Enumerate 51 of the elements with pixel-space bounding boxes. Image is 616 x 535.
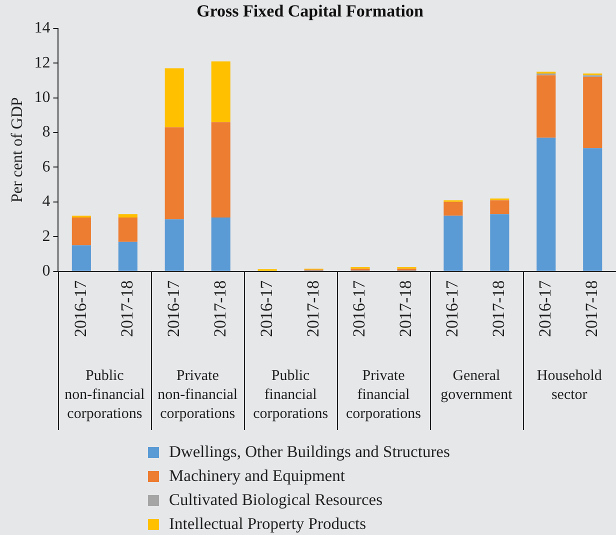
text: Private financial corporations xyxy=(346,368,422,422)
text: Private non-financial corporations xyxy=(158,368,238,422)
text: General government xyxy=(440,368,514,403)
y-tick-label: 2 xyxy=(42,228,50,245)
x-tick-label: 2017-18 xyxy=(489,280,508,338)
bar xyxy=(118,214,138,218)
y-tick-label: 10 xyxy=(34,89,50,106)
x-tick-label: 2017-18 xyxy=(210,280,230,338)
y-tick-label: 0 xyxy=(42,262,50,280)
bar xyxy=(444,202,463,216)
bar xyxy=(164,68,184,128)
bar xyxy=(118,218,138,242)
bar xyxy=(583,76,602,148)
bar xyxy=(164,219,184,271)
bar xyxy=(211,61,230,122)
bar xyxy=(211,122,230,218)
x-tick-label: 2017-18 xyxy=(303,280,322,338)
legend-label: Intellectual Property Products xyxy=(169,513,366,535)
x-tick-label: 2016-17 xyxy=(164,280,183,338)
chart-title: Gross Fixed Capital Formation xyxy=(196,2,424,21)
text: Household sector xyxy=(536,368,602,403)
bar xyxy=(211,218,230,271)
legend-label: Cultivated Biological Resources xyxy=(169,489,383,511)
bar xyxy=(444,216,463,271)
text: Public financial corporations xyxy=(253,368,328,422)
bar xyxy=(164,127,184,220)
y-tick-label: 6 xyxy=(42,158,50,176)
y-tick-label: 14 xyxy=(34,20,50,37)
y-tick-label: 8 xyxy=(42,124,50,141)
bar xyxy=(118,242,138,271)
bar xyxy=(490,200,510,214)
bar xyxy=(490,214,510,271)
text: Public non-financial corporations xyxy=(64,368,145,422)
bar xyxy=(72,218,91,246)
x-tick-label: 2017-18 xyxy=(396,280,416,338)
bar xyxy=(536,138,556,271)
y-axis-title: Per cent of GDP xyxy=(8,97,26,203)
y-tick-label: 4 xyxy=(42,193,50,210)
x-tick-label: 2016-17 xyxy=(70,280,90,338)
x-tick-label: 2016-17 xyxy=(256,280,276,338)
bar xyxy=(72,245,91,271)
bar xyxy=(536,75,556,138)
legend-label: Dwellings, Other Buildings and Structures xyxy=(169,441,450,463)
bar xyxy=(583,148,602,271)
x-tick-label: 2016-17 xyxy=(442,280,462,338)
legend-label: Machinery and Equipment xyxy=(169,465,345,487)
x-tick-label: 2016-17 xyxy=(536,280,555,338)
x-tick-label: 2017-18 xyxy=(117,280,136,338)
y-tick-label: 12 xyxy=(34,54,50,72)
x-tick-label: 2017-18 xyxy=(582,280,602,338)
x-tick-label: 2016-17 xyxy=(350,280,369,338)
